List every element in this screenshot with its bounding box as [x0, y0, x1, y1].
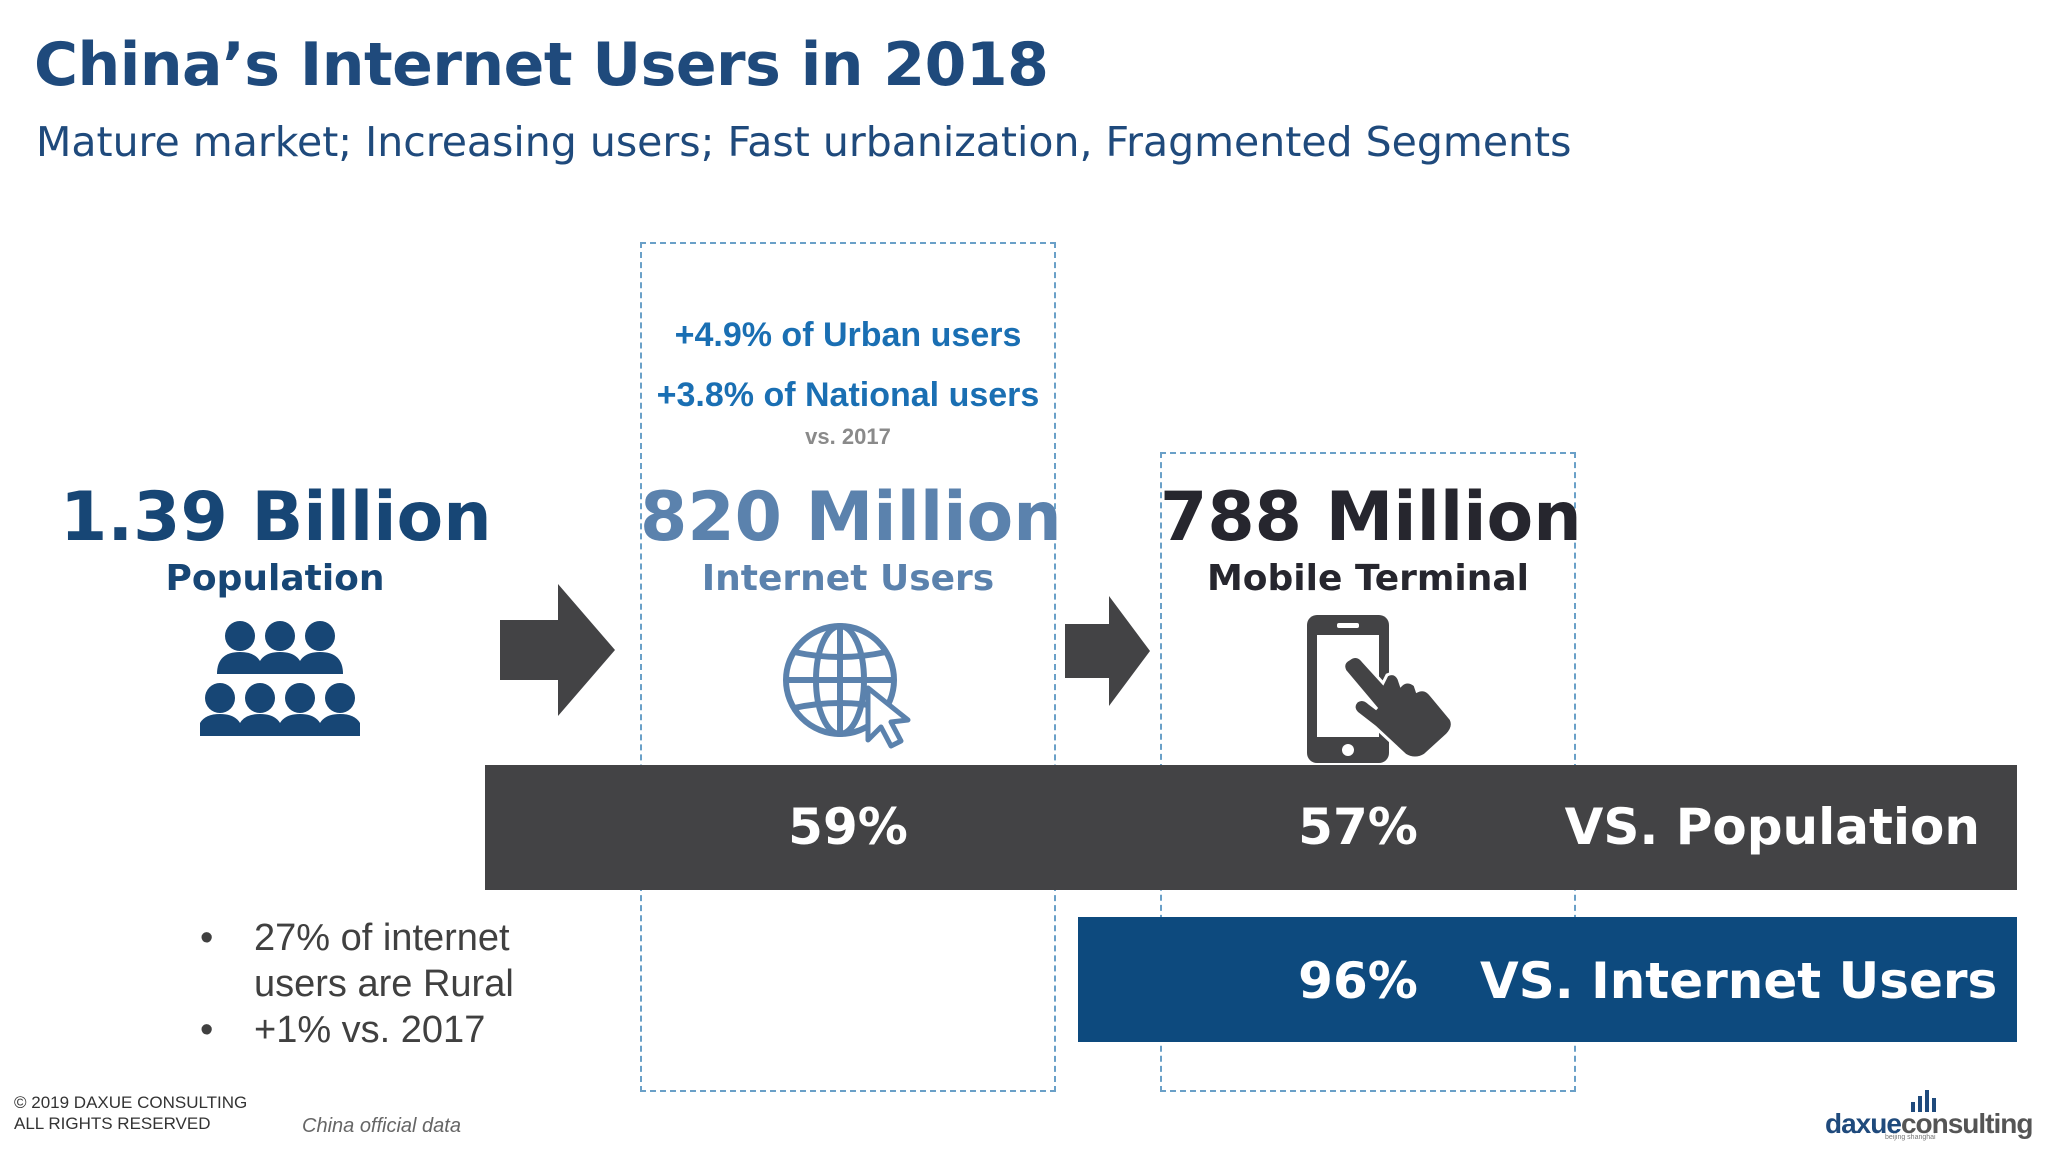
vs-year-note: vs. 2017 [805, 424, 891, 449]
logo-bars-icon [1911, 1090, 1936, 1112]
page-title: China’s Internet Users in 2018 [34, 30, 1049, 100]
growth-national: +3.8% of National users [656, 376, 1040, 414]
internet-users-label: Internet Users [701, 558, 995, 599]
rural-notes-list: • 27% of internet users are Rural • +1% vs… [200, 915, 594, 1053]
arrow-right-icon [1065, 596, 1150, 706]
mobile-vs-internet-pct: 96% [1298, 952, 1418, 1010]
list-item: • 27% of internet users are Rural [200, 917, 514, 1005]
page-subtitle: Mature market; Increasing users; Fast ur… [36, 118, 1572, 166]
vs-internet-users-label: VS. Internet Users [1480, 952, 1998, 1010]
globe-cursor-icon [783, 623, 911, 749]
mobile-vs-population-pct: 57% [1298, 798, 1418, 856]
vs-population-label: VS. Population [1564, 798, 1980, 856]
brand-consulting: consulting [1900, 1108, 2034, 1139]
mobile-terminal-label: Mobile Terminal [1206, 558, 1529, 599]
people-group-icon [200, 621, 360, 736]
internet-vs-population-pct: 59% [788, 798, 908, 856]
internet-users-frame [640, 242, 1056, 1092]
list-item: • +1% vs. 2017 [200, 1009, 486, 1051]
source-note: China official data [302, 1115, 461, 1137]
arrow-right-icon [500, 584, 615, 716]
population-label: Population [165, 558, 385, 599]
vs-internet-users-bar [1078, 917, 2017, 1042]
copyright-notice: © 2019 DAXUE CONSULTING ALL RIGHTS RESER… [14, 1093, 248, 1133]
population-value: 1.39 Billion [60, 478, 492, 557]
vs-population-bar [485, 765, 2017, 890]
brand-logo: daxueconsulting beijing shanghai [1825, 1090, 2034, 1141]
brand-tagline: beijing shanghai [1885, 1134, 1936, 1141]
brand-daxue: daxue [1825, 1108, 1902, 1139]
internet-users-value: 820 Million [640, 478, 1062, 557]
growth-urban: +4.9% of Urban users [674, 316, 1022, 354]
smartphone-tap-icon [1307, 615, 1454, 763]
mobile-terminal-value: 788 Million [1160, 478, 1582, 557]
